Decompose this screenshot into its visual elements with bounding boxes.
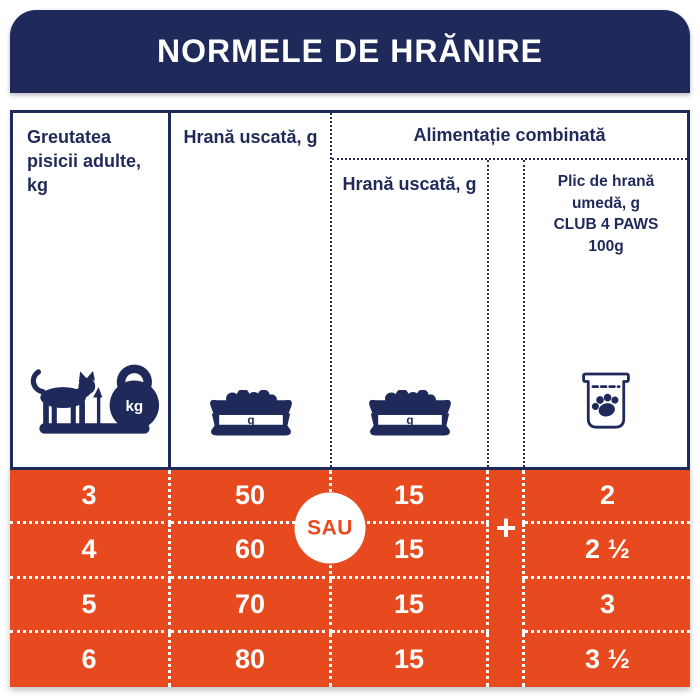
combined-bowl-icon-wrap: g: [361, 390, 459, 437]
value-weight-r2: 4: [10, 524, 171, 579]
wet-pouch-header-line4: 100g: [588, 238, 624, 256]
weight-icon-wrap: kg: [27, 341, 160, 437]
cat-silhouette: [30, 369, 96, 426]
combined-food-bowl-icon: g: [368, 390, 451, 436]
combined-feeding-header-cell: Alimentație combinată: [332, 113, 687, 160]
wet-pouch-header-cell: Plic de hrană umedă, g CLUB 4 PAWS 100g: [525, 160, 687, 467]
kg-label: kg: [125, 398, 143, 415]
or-badge: SAU: [294, 492, 366, 564]
value-wet-r3: 3: [525, 579, 690, 633]
wet-pouch-header-text: Plic de hrană umedă, g CLUB 4 PAWS 100g: [554, 171, 659, 258]
value-weight-r3: 5: [10, 578, 171, 633]
combined-dry-header-cell: Hrană uscată, g g: [332, 160, 489, 467]
value-combo-dry-r4: 15: [332, 632, 489, 687]
value-combo-dry-r1: 15: [332, 470, 489, 525]
value-combo-dry-r3: 15: [332, 578, 489, 633]
weight-column-header-cell: Greutatea pisicii adulte, kg: [13, 113, 171, 467]
feeding-table-header: Greutatea pisicii adulte, kg: [10, 110, 690, 470]
kettlebell: kg: [109, 364, 160, 430]
wet-food-pouch-icon: [582, 372, 630, 429]
weight-header-line2: pisicii adulte, kg: [27, 150, 142, 195]
combined-dry-header-text: Hrană uscată, g: [342, 174, 477, 194]
value-dry-r4: 80: [171, 632, 332, 687]
title-bar: NORMELE DE HRĂNIRE: [10, 10, 690, 93]
value-combo-dry-r2: 15: [332, 524, 489, 579]
spacer-r1: [489, 470, 525, 525]
cat-weight-scale-icon: kg: [30, 364, 160, 434]
spacer-r3: [489, 578, 525, 633]
wet-pouch-header-line3: CLUB 4 PAWS: [553, 216, 659, 234]
dry-food-header-text: Hrană uscată, g: [183, 127, 318, 147]
spacer-r4: [489, 632, 525, 687]
value-dry-r3: 70: [171, 578, 332, 633]
feeding-values-grid: 3 50 15 2 4 60 15 2 ½ 5 70 15 3 6 80 15 …: [10, 470, 690, 687]
wet-pouch-header-line1: Plic de hrană: [557, 173, 655, 190]
plus-sign: +: [495, 507, 517, 548]
value-wet-r1: 2: [525, 470, 690, 525]
weight-header-text: Greutatea pisicii adulte, kg: [27, 126, 160, 197]
dry-food-column-header-cell: Hrană uscată, g g: [171, 113, 332, 467]
plus-spacer-column: [489, 160, 525, 467]
page-title: NORMELE DE HRĂNIRE: [156, 33, 543, 69]
weight-header-line1: Greutatea: [27, 127, 112, 147]
value-wet-r4: 3 ½: [584, 644, 631, 675]
value-weight-r4: 6: [10, 632, 171, 687]
combined-header-text: Alimentație combinată: [413, 124, 606, 145]
g-label: g: [406, 414, 413, 427]
pouch-icon-wrap: [578, 369, 634, 435]
value-weight-r1: 3: [10, 470, 171, 525]
paw-print: [591, 393, 619, 417]
spacer-r2: [489, 524, 525, 579]
value-wet-r2: 2 ½: [525, 524, 690, 579]
wet-pouch-header-line2: umedă, g: [571, 194, 641, 212]
g-label: g: [247, 414, 254, 427]
dry-food-bowl-icon: g: [209, 390, 292, 436]
dry-bowl-icon-wrap: g: [202, 390, 300, 437]
